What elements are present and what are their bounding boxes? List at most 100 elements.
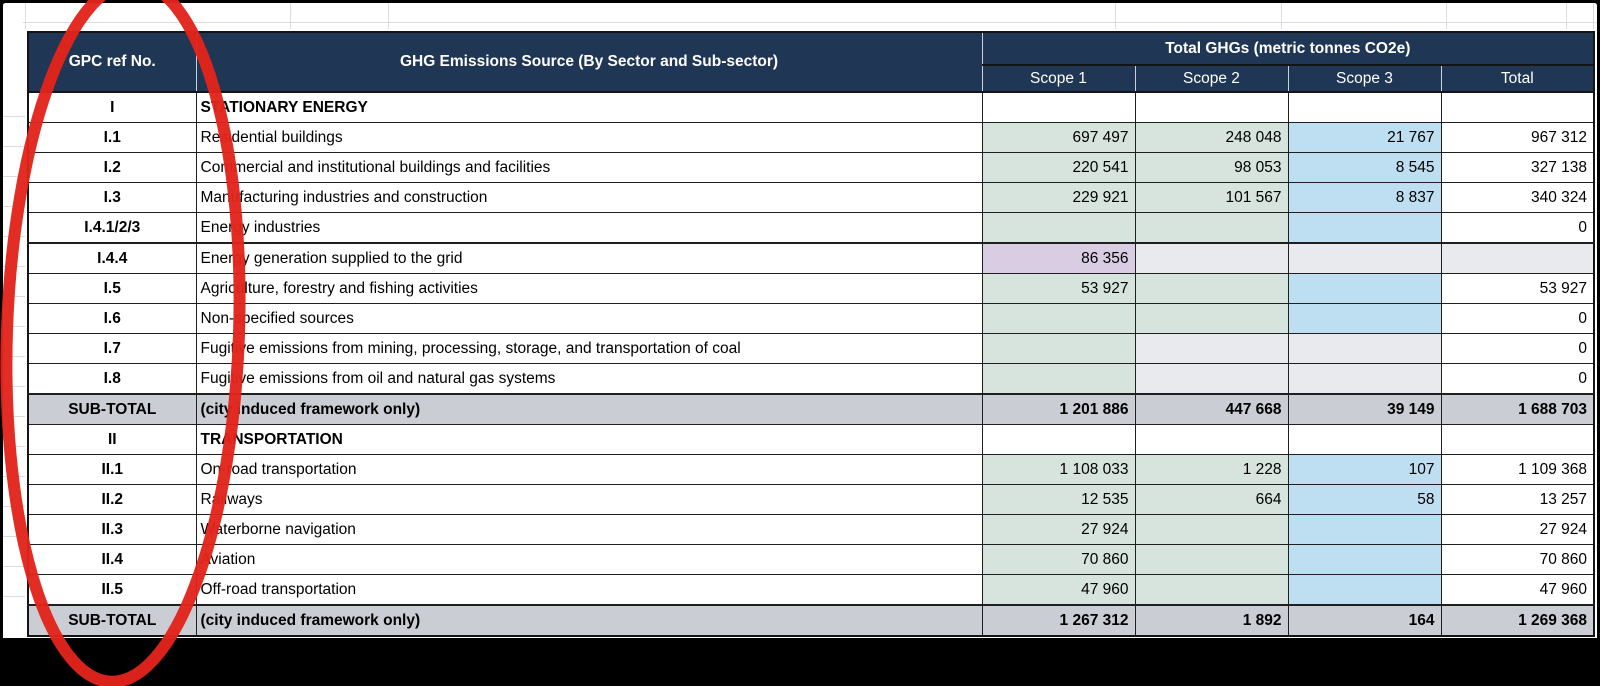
cell-scope3[interactable]: 39 149 (1287, 393, 1442, 425)
cell-gpc-ref[interactable]: I.7 (27, 333, 197, 364)
cell-gpc-ref[interactable]: II.4 (27, 544, 197, 575)
cell-total[interactable]: 0 (1440, 333, 1595, 364)
cell-gpc-ref[interactable]: II (27, 424, 197, 455)
header-total-ghgs-group[interactable]: Total GHGs (metric tonnes CO2e) (981, 31, 1595, 66)
cell-scope2[interactable] (1134, 424, 1289, 455)
cell-source[interactable]: Waterborne navigation (195, 514, 983, 545)
cell-total[interactable]: 1 269 368 (1440, 604, 1595, 637)
cell-scope1[interactable] (981, 363, 1136, 395)
cell-scope2[interactable] (1134, 91, 1289, 123)
cell-gpc-ref[interactable]: I (27, 91, 197, 123)
cell-total[interactable]: 47 960 (1440, 574, 1595, 606)
cell-scope3[interactable] (1287, 273, 1442, 304)
cell-scope3[interactable]: 164 (1287, 604, 1442, 637)
cell-scope1[interactable] (981, 91, 1136, 123)
cell-scope2[interactable]: 664 (1134, 484, 1289, 515)
cell-total[interactable]: 1 688 703 (1440, 393, 1595, 425)
cell-scope2[interactable]: 248 048 (1134, 122, 1289, 153)
cell-scope2[interactable]: 98 053 (1134, 152, 1289, 183)
cell-source[interactable]: (city induced framework only) (195, 604, 983, 637)
cell-total[interactable]: 13 257 (1440, 484, 1595, 515)
cell-source[interactable]: Agriculture, forestry and fishing activi… (195, 273, 983, 304)
cell-scope2[interactable] (1134, 514, 1289, 545)
cell-scope2[interactable] (1134, 574, 1289, 606)
cell-scope3[interactable] (1287, 574, 1442, 606)
cell-source[interactable]: On-road transportation (195, 454, 983, 485)
cell-scope1[interactable] (981, 212, 1136, 244)
cell-scope1[interactable]: 27 924 (981, 514, 1136, 545)
cell-scope1[interactable]: 1 108 033 (981, 454, 1136, 485)
cell-source[interactable]: Commercial and institutional buildings a… (195, 152, 983, 183)
cell-source[interactable]: Manufacturing industries and constructio… (195, 182, 983, 213)
cell-gpc-ref[interactable]: SUB-TOTAL (27, 393, 197, 425)
cell-gpc-ref[interactable]: II.5 (27, 574, 197, 606)
cell-scope1[interactable]: 86 356 (981, 242, 1136, 274)
cell-scope1[interactable]: 1 267 312 (981, 604, 1136, 637)
header-emissions-source[interactable]: GHG Emissions Source (By Sector and Sub-… (195, 31, 983, 93)
header-gpc-ref[interactable]: GPC ref No. (27, 31, 197, 93)
cell-gpc-ref[interactable]: I.4.4 (27, 242, 197, 274)
cell-scope2[interactable]: 1 228 (1134, 454, 1289, 485)
cell-scope2[interactable] (1134, 303, 1289, 334)
cell-source[interactable]: STATIONARY ENERGY (195, 91, 983, 123)
cell-scope1[interactable]: 53 927 (981, 273, 1136, 304)
cell-scope3[interactable] (1287, 242, 1442, 274)
cell-scope3[interactable]: 8 837 (1287, 182, 1442, 213)
cell-source[interactable]: Non-specified sources (195, 303, 983, 334)
cell-total[interactable]: 0 (1440, 363, 1595, 395)
cell-source[interactable]: TRANSPORTATION (195, 424, 983, 455)
cell-scope2[interactable] (1134, 333, 1289, 364)
cell-scope3[interactable]: 58 (1287, 484, 1442, 515)
cell-source[interactable]: Energy industries (195, 212, 983, 244)
cell-gpc-ref[interactable]: I.6 (27, 303, 197, 334)
cell-scope3[interactable] (1287, 212, 1442, 244)
cell-gpc-ref[interactable]: II.1 (27, 454, 197, 485)
cell-scope1[interactable]: 220 541 (981, 152, 1136, 183)
cell-scope2[interactable] (1134, 363, 1289, 395)
cell-gpc-ref[interactable]: I.2 (27, 152, 197, 183)
cell-scope3[interactable] (1287, 333, 1442, 364)
cell-source[interactable]: (city induced framework only) (195, 393, 983, 425)
cell-source[interactable]: Fugitive emissions from oil and natural … (195, 363, 983, 395)
cell-scope2[interactable]: 1 892 (1134, 604, 1289, 637)
header-scope2[interactable]: Scope 2 (1134, 64, 1289, 93)
cell-scope1[interactable] (981, 303, 1136, 334)
cell-total[interactable]: 0 (1440, 303, 1595, 334)
cell-total[interactable] (1440, 242, 1595, 274)
cell-scope2[interactable] (1134, 242, 1289, 274)
cell-gpc-ref[interactable]: II.3 (27, 514, 197, 545)
cell-scope2[interactable] (1134, 273, 1289, 304)
cell-scope3[interactable] (1287, 303, 1442, 334)
cell-total[interactable]: 1 109 368 (1440, 454, 1595, 485)
cell-scope3[interactable]: 107 (1287, 454, 1442, 485)
cell-total[interactable]: 327 138 (1440, 152, 1595, 183)
cell-scope1[interactable]: 12 535 (981, 484, 1136, 515)
cell-total[interactable]: 53 927 (1440, 273, 1595, 304)
header-scope3[interactable]: Scope 3 (1287, 64, 1442, 93)
cell-scope1[interactable] (981, 424, 1136, 455)
cell-scope1[interactable]: 47 960 (981, 574, 1136, 606)
cell-gpc-ref[interactable]: I.1 (27, 122, 197, 153)
cell-source[interactable]: Railways (195, 484, 983, 515)
cell-scope2[interactable] (1134, 544, 1289, 575)
cell-gpc-ref[interactable]: II.2 (27, 484, 197, 515)
cell-scope3[interactable] (1287, 424, 1442, 455)
cell-total[interactable]: 0 (1440, 212, 1595, 244)
cell-gpc-ref[interactable]: I.3 (27, 182, 197, 213)
cell-total[interactable]: 967 312 (1440, 122, 1595, 153)
cell-scope3[interactable]: 8 545 (1287, 152, 1442, 183)
cell-scope3[interactable] (1287, 363, 1442, 395)
cell-source[interactable]: Aviation (195, 544, 983, 575)
header-total[interactable]: Total (1440, 64, 1595, 93)
cell-scope2[interactable]: 447 668 (1134, 393, 1289, 425)
cell-scope3[interactable] (1287, 91, 1442, 123)
cell-gpc-ref[interactable]: I.5 (27, 273, 197, 304)
cell-gpc-ref[interactable]: I.8 (27, 363, 197, 395)
cell-source[interactable]: Fugitive emissions from mining, processi… (195, 333, 983, 364)
cell-total[interactable]: 27 924 (1440, 514, 1595, 545)
cell-total[interactable] (1440, 91, 1595, 123)
cell-gpc-ref[interactable]: SUB-TOTAL (27, 604, 197, 637)
cell-source[interactable]: Energy generation supplied to the grid (195, 242, 983, 274)
cell-scope3[interactable] (1287, 514, 1442, 545)
cell-scope1[interactable]: 697 497 (981, 122, 1136, 153)
